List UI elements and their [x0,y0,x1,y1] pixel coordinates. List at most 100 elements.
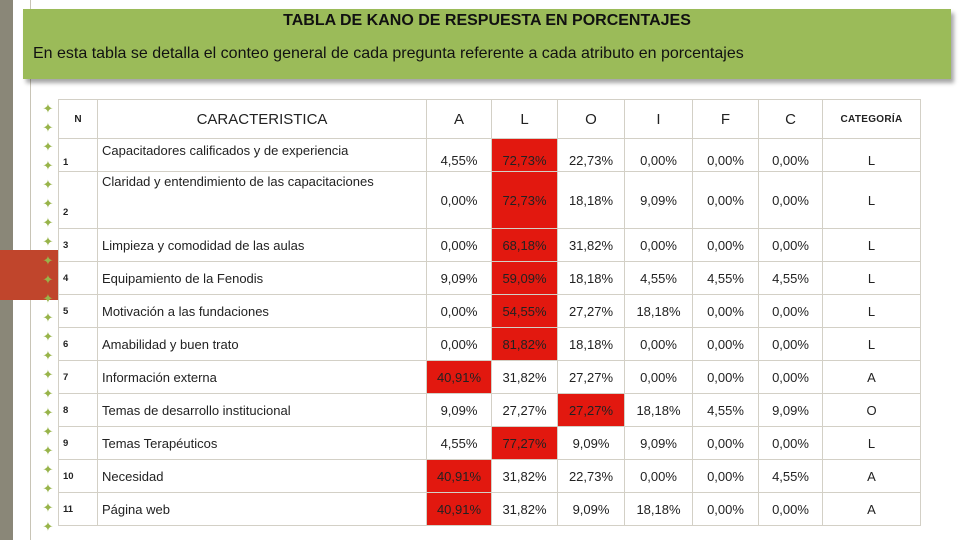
star-icon: ✦ [42,178,54,193]
cell-l: 31,82% [491,459,558,493]
cell-l: 27,27% [491,393,558,427]
table-row: 7 Información externa 40,91% 31,82% 27,27% 0,… [58,360,921,394]
star-icon: ✦ [42,254,54,269]
cell-l: 81,82% [491,327,558,361]
cell-f: 0,00% [692,171,759,229]
cell-a: 9,09% [426,393,492,427]
row-description: Amabilidad y buen trato [97,327,427,361]
row-description: Claridad y entendimiento de las capacita… [97,171,427,229]
table-row: 5 Motivación a las fundaciones 0,00% 54,55%… [58,294,921,328]
table-row: 11 Página web 40,91% 31,82% 9,09% 18,18% 0,00%… [58,492,921,526]
cell-categoria: L [822,138,921,172]
row-number: 2 [58,171,98,229]
row-number: 4 [58,261,98,295]
table-row: 2 Claridad y entendimiento de las capacit… [58,171,921,229]
col-header-i: I [624,99,693,139]
cell-a: 0,00% [426,294,492,328]
cell-l: 31,82% [491,492,558,526]
star-icon: ✦ [42,520,54,535]
cell-c: 4,55% [758,459,823,493]
cell-i: 18,18% [624,492,693,526]
cell-categoria: O [822,393,921,427]
row-description: Necesidad [97,459,427,493]
cell-f: 4,55% [692,261,759,295]
star-icon: ✦ [42,235,54,250]
cell-l: 72,73% [491,171,558,229]
cell-c: 0,00% [758,138,823,172]
cell-o: 27,27% [557,294,625,328]
cell-c: 0,00% [758,426,823,460]
star-icon: ✦ [42,121,54,136]
table-row: 10 Necesidad 40,91% 31,82% 22,73% 0,00% 0,00% 4… [58,459,921,493]
kano-table: N CARACTERISTICA A L O I F C CATEGORÍA 1… [58,99,921,526]
title-banner: TABLA DE KANO DE RESPUESTA EN PORCENTAJE… [23,9,951,79]
table-row: 6 Amabilidad y buen trato 0,00% 81,82% 18,18… [58,327,921,361]
cell-c: 0,00% [758,492,823,526]
row-number: 10 [58,459,98,493]
col-header-a: A [426,99,492,139]
star-icon: ✦ [42,368,54,383]
cell-l: 68,18% [491,228,558,262]
row-number: 6 [58,327,98,361]
cell-i: 0,00% [624,459,693,493]
row-number: 11 [58,492,98,526]
cell-f: 4,55% [692,393,759,427]
row-number: 8 [58,393,98,427]
row-number: 7 [58,360,98,394]
star-icon: ✦ [42,463,54,478]
row-description: Equipamiento de la Fenodis [97,261,427,295]
cell-f: 0,00% [692,426,759,460]
row-description: Página web [97,492,427,526]
cell-c: 0,00% [758,228,823,262]
star-icon: ✦ [42,102,54,117]
cell-l: 54,55% [491,294,558,328]
page-title: TABLA DE KANO DE RESPUESTA EN PORCENTAJE… [283,12,691,29]
row-description: Motivación a las fundaciones [97,294,427,328]
star-icon: ✦ [42,482,54,497]
row-number: 5 [58,294,98,328]
table-row: 9 Temas Terapéuticos 4,55% 77,27% 9,09% 9,09%… [58,426,921,460]
cell-categoria: L [822,426,921,460]
cell-a: 0,00% [426,327,492,361]
cell-c: 0,00% [758,294,823,328]
cell-categoria: L [822,228,921,262]
cell-categoria: L [822,327,921,361]
star-icon: ✦ [42,425,54,440]
star-icon: ✦ [42,140,54,155]
star-icon: ✦ [42,406,54,421]
row-number: 9 [58,426,98,460]
star-icon: ✦ [42,349,54,364]
col-header-caracteristica: CARACTERISTICA [97,99,427,139]
cell-categoria: A [822,492,921,526]
cell-f: 0,00% [692,459,759,493]
cell-l: 77,27% [491,426,558,460]
cell-categoria: L [822,294,921,328]
cell-f: 0,00% [692,138,759,172]
cell-i: 0,00% [624,327,693,361]
cell-o: 9,09% [557,492,625,526]
star-icon: ✦ [42,387,54,402]
star-icon: ✦ [42,159,54,174]
cell-i: 0,00% [624,228,693,262]
star-icon: ✦ [42,216,54,231]
page-subtitle: En esta tabla se detalla el conteo gener… [33,45,744,62]
cell-a: 40,91% [426,459,492,493]
row-description: Capacitadores calificados y de experienc… [97,138,427,172]
row-description: Limpieza y comodidad de las aulas [97,228,427,262]
row-number: 3 [58,228,98,262]
cell-c: 0,00% [758,327,823,361]
star-decoration-column: ✦ ✦ ✦ ✦ ✦ ✦ ✦ ✦ ✦ ✦ ✦ ✦ ✦ ✦ ✦ ✦ ✦ ✦ ✦ ✦ ✦ ✦ ✦ [38,100,58,540]
cell-o: 31,82% [557,228,625,262]
cell-o: 18,18% [557,327,625,361]
cell-a: 40,91% [426,360,492,394]
left-accent-block [0,250,58,300]
col-header-o: O [557,99,625,139]
cell-i: 4,55% [624,261,693,295]
cell-f: 0,00% [692,228,759,262]
star-icon: ✦ [42,444,54,459]
table-header-row: N CARACTERISTICA A L O I F C CATEGORÍA [58,99,921,139]
cell-c: 0,00% [758,360,823,394]
cell-o: 22,73% [557,138,625,172]
cell-o: 18,18% [557,261,625,295]
cell-o: 27,27% [557,360,625,394]
